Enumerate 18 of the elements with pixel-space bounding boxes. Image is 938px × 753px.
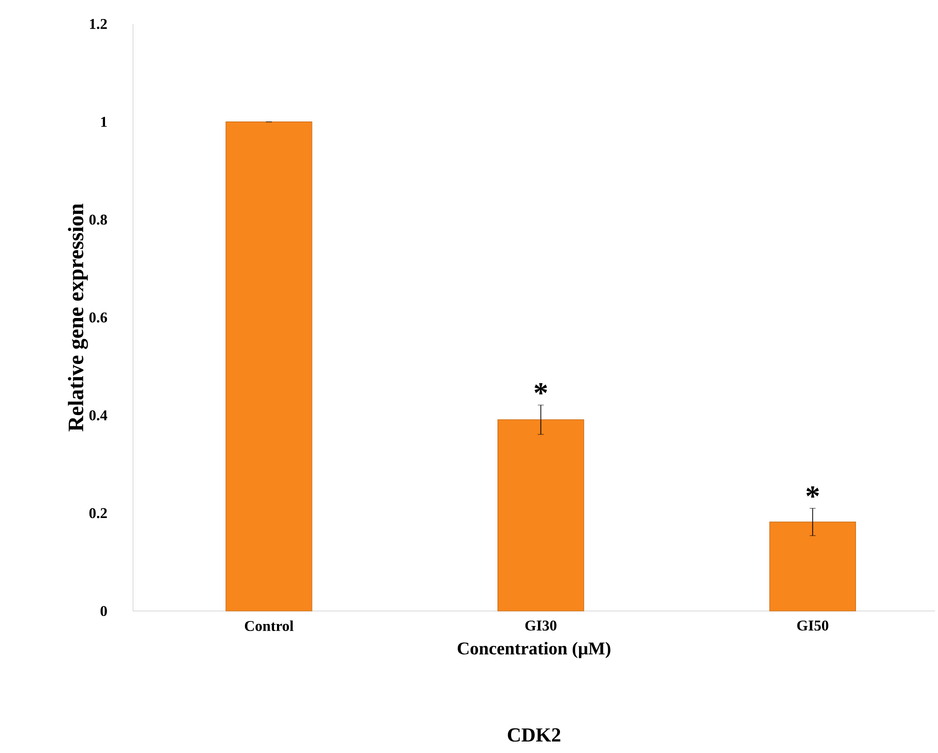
bar <box>226 122 312 612</box>
y-tick-label: 0.8 <box>89 214 107 225</box>
x-tick-label: GI50 <box>797 620 828 631</box>
y-axis-title: Relative gene expression <box>68 204 88 432</box>
text: CDK2 <box>508 728 560 742</box>
x-tick-label: GI30 <box>525 620 556 631</box>
y-tick-label: 1 <box>101 116 107 127</box>
y-tick-label: 0.4 <box>89 410 108 420</box>
y-tick-label: 0 <box>100 606 107 616</box>
annotation: * <box>534 383 548 394</box>
y-tick-label: 0.6 <box>89 312 108 323</box>
x-tick-label: Control <box>244 620 294 632</box>
annotation: * <box>806 486 819 498</box>
y-tick-label: 1.2 <box>90 18 107 30</box>
bar <box>498 419 584 612</box>
x-axis-title: Concentration (µM) <box>458 642 610 658</box>
y-tick-label: 0.2 <box>89 508 107 518</box>
bar <box>769 522 856 612</box>
